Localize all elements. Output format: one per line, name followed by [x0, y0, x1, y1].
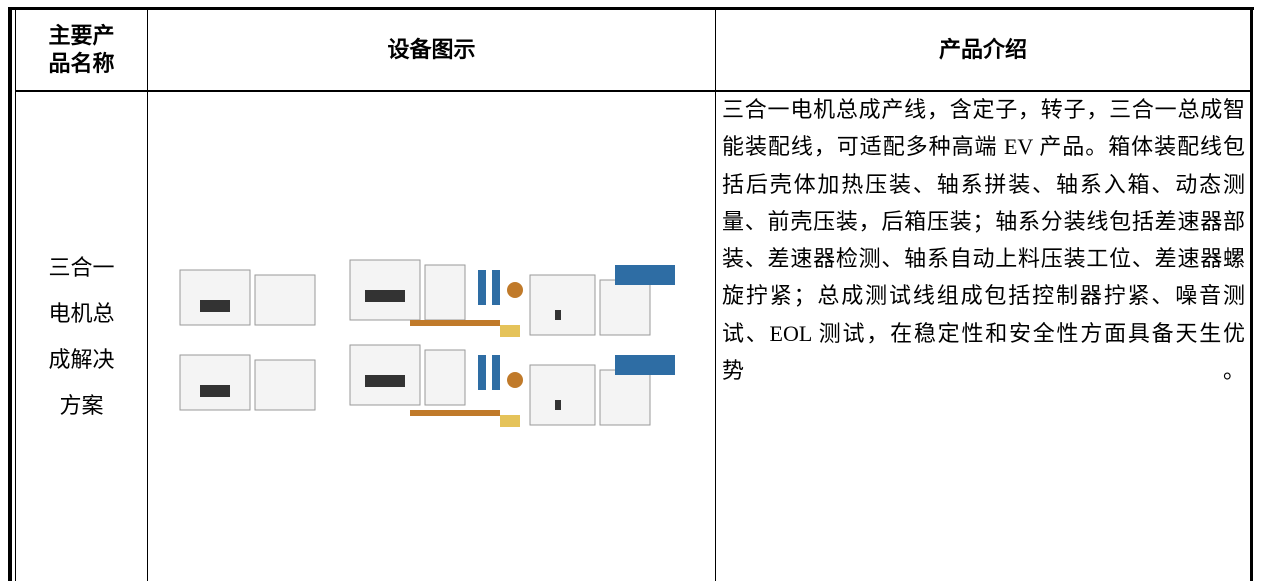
border	[1250, 7, 1253, 581]
border	[8, 7, 12, 581]
header-text: 主要产品名称	[48, 23, 115, 76]
header-cell: 主要产品名称	[16, 10, 147, 90]
border	[15, 90, 1251, 92]
header-cell: 产品介绍	[716, 10, 1250, 90]
equipment-image	[179, 259, 675, 427]
border	[147, 10, 148, 581]
border	[8, 7, 1254, 10]
product-description: 三合一电机总成产线，含定子，转子，三合一总成智能装配线，可适配多种高端 EV 产…	[722, 97, 1245, 384]
header-cell: 设备图示	[148, 10, 715, 90]
border	[715, 10, 716, 581]
header-text: 产品介绍	[938, 37, 1027, 62]
name-cell: 三合一电机总成解决方案	[16, 92, 147, 581]
product-name: 三合一电机总成解决方案	[48, 254, 115, 418]
border	[15, 10, 16, 581]
header-text: 设备图示	[387, 37, 476, 62]
